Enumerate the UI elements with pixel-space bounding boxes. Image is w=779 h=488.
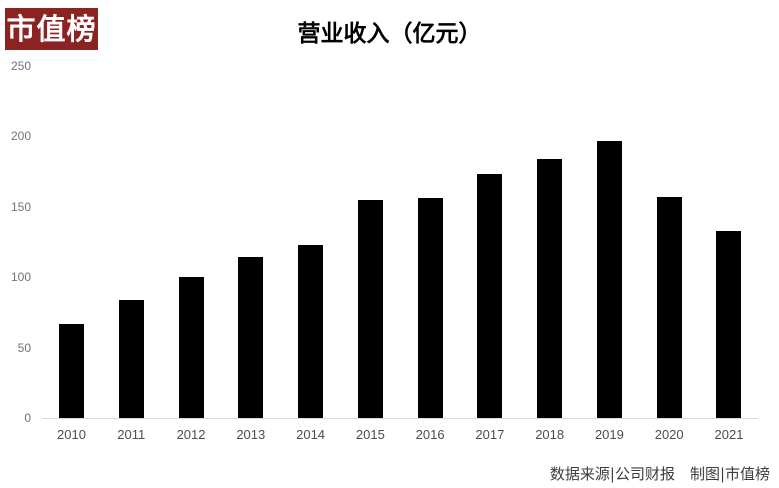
bar-2017 [477, 174, 503, 418]
bar-2014 [298, 245, 324, 418]
x-tick-label: 2013 [236, 427, 266, 442]
source-credit: 数据来源|公司财报 制图|市值榜 [549, 465, 770, 483]
brand-logo: 市值榜 [5, 8, 98, 50]
x-axis-line [42, 418, 758, 419]
bar-2015 [357, 200, 383, 418]
y-tick-label: 0 [24, 411, 31, 425]
bar-2013 [238, 257, 264, 418]
x-tick-label: 2015 [355, 427, 385, 442]
x-tick-label: 2010 [57, 427, 86, 442]
y-tick-label: 150 [10, 199, 31, 214]
y-tick-label: 100 [10, 270, 31, 285]
bar-2011 [118, 300, 144, 418]
x-tick-label: 2011 [117, 427, 146, 442]
x-tick-label: 2012 [176, 427, 206, 442]
x-tick-label: 2014 [296, 427, 326, 442]
x-tick-label: 2019 [594, 427, 624, 442]
bar-2010 [59, 324, 84, 418]
bar-2012 [178, 277, 204, 418]
y-tick-label: 50 [17, 340, 31, 355]
x-tick-label: 2018 [535, 427, 565, 442]
bar-2018 [537, 159, 563, 418]
x-tick-label: 2016 [415, 427, 445, 442]
x-tick-label: 2017 [475, 427, 505, 442]
bar-2016 [417, 198, 443, 418]
bar-2019 [596, 141, 622, 418]
bar-2021 [716, 231, 742, 418]
x-tick-label: 2021 [714, 427, 744, 442]
bar-2020 [656, 197, 682, 418]
x-tick-label: 2020 [654, 427, 684, 442]
y-tick-label: 200 [10, 129, 31, 144]
chart-title: 营业收入（亿元） [297, 20, 482, 47]
y-tick-label: 250 [10, 59, 31, 73]
